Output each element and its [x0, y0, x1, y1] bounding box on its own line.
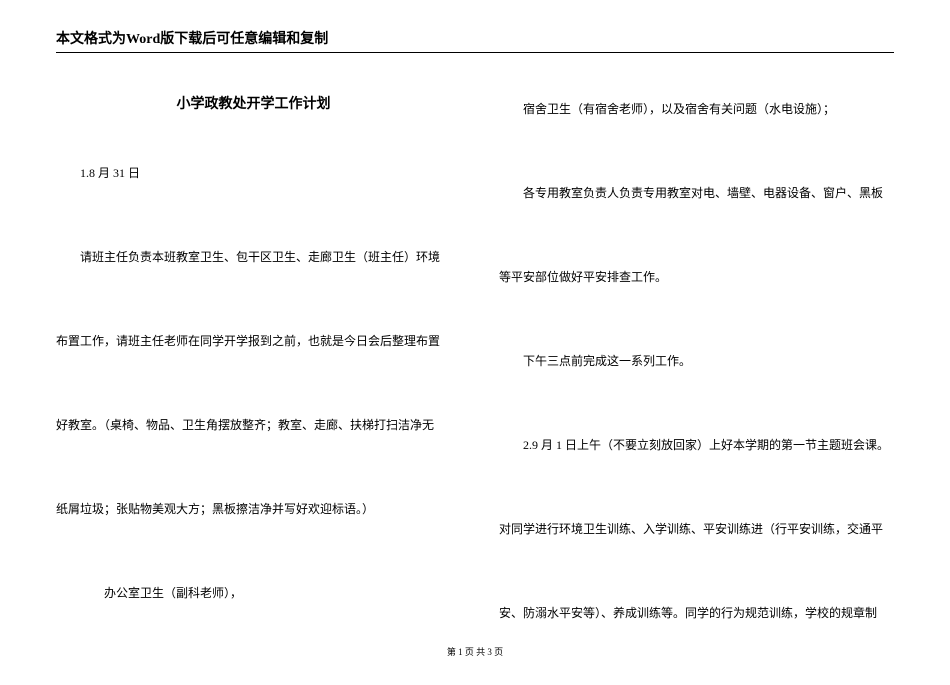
- header-notice: 本文格式为Word版下载后可任意编辑和复制: [56, 28, 894, 53]
- paragraph-l4: 好教室。（桌椅、物品、卫生角摆放整齐；教室、走廊、扶梯打扫洁净无: [56, 413, 451, 437]
- paragraph-r2: 各专用教室负责人负责专用教室对电、墙壁、电器设备、窗户、黑板: [499, 181, 894, 205]
- paragraph-r5: 2.9 月 1 日上午（不要立刻放回家）上好本学期的第一节主题班会课。: [499, 433, 894, 457]
- paragraph-l3: 布置工作，请班主任老师在同学开学报到之前，也就是今日会后整理布置: [56, 329, 451, 353]
- paragraph-r6: 对同学进行环境卫生训练、入学训练、平安训练进（行平安训练，交通平: [499, 517, 894, 541]
- paragraph-l5: 纸屑垃圾；张贴物美观大方；黑板擦洁净并写好欢迎标语。）: [56, 497, 451, 521]
- paragraph-r3: 等平安部位做好平安排查工作。: [499, 265, 894, 289]
- paragraph-r7: 安、防溺水平安等）、养成训练等。同学的行为规范训练，学校的规章制: [499, 601, 894, 625]
- paragraph-l2: 请班主任负责本班教室卫生、包干区卫生、走廊卫生（班主任）环境: [56, 245, 451, 269]
- left-column: 小学政教处开学工作计划 1.8 月 31 日 请班主任负责本班教室卫生、包干区卫…: [56, 93, 451, 685]
- paragraph-l6: 办公室卫生（副科老师），: [80, 581, 451, 605]
- paragraph-l1: 1.8 月 31 日: [56, 161, 451, 185]
- paragraph-r4: 下午三点前完成这一系列工作。: [499, 349, 894, 373]
- document-title: 小学政教处开学工作计划: [56, 93, 451, 113]
- right-column: 宿舍卫生（有宿舍老师），以及宿舍有关问题（水电设施）； 各专用教室负责人负责专用…: [499, 93, 894, 685]
- content-area: 小学政教处开学工作计划 1.8 月 31 日 请班主任负责本班教室卫生、包干区卫…: [56, 93, 894, 685]
- page-footer: 第 1 页 共 3 页: [0, 645, 950, 658]
- paragraph-r1: 宿舍卫生（有宿舍老师），以及宿舍有关问题（水电设施）；: [499, 97, 894, 121]
